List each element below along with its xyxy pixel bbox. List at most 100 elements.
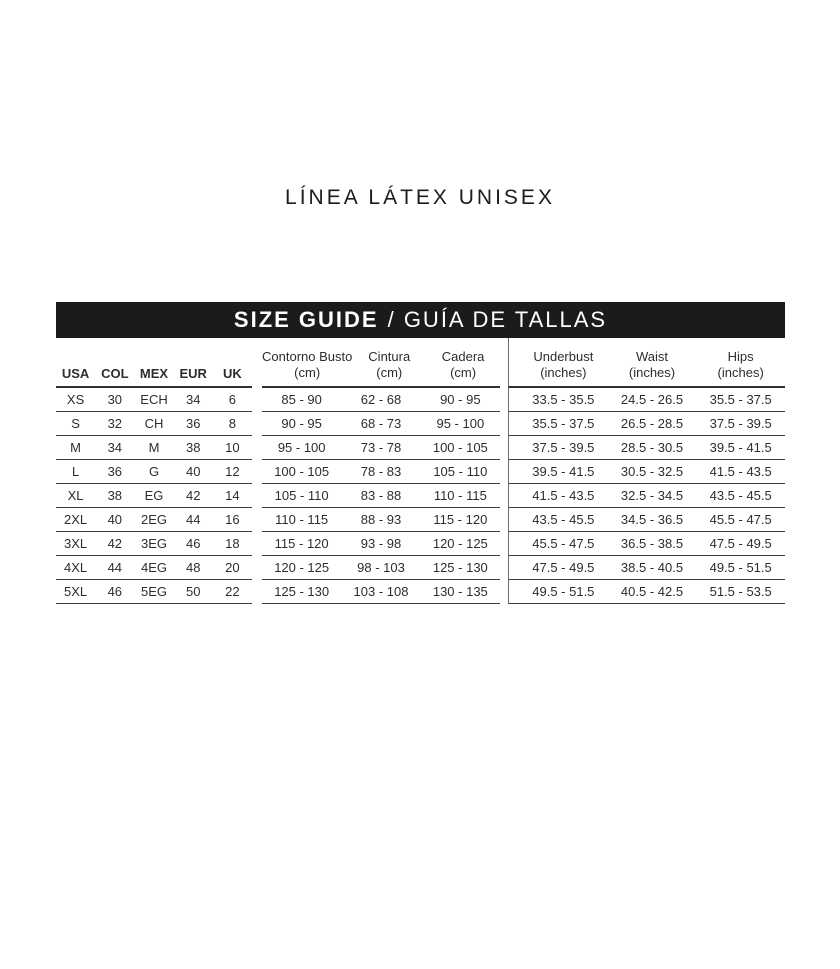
cell-hip-cm: 90 - 95 bbox=[440, 392, 481, 407]
cell-size-eur: 42 bbox=[185, 488, 201, 503]
group-gap bbox=[500, 532, 508, 556]
cell-size-mex: CH bbox=[144, 416, 164, 431]
column-header-hips: Hips (inches) bbox=[696, 338, 785, 386]
group-gap bbox=[500, 412, 508, 436]
cell-bust-cm: 125 - 130 bbox=[274, 584, 330, 599]
cell-bust-cm: 105 - 110 bbox=[274, 488, 329, 503]
cell-size-uk: 16 bbox=[225, 512, 240, 527]
cell-size-col: 46 bbox=[107, 584, 123, 599]
cell-hip-cm: 100 - 105 bbox=[432, 440, 488, 455]
cell-size-usa: M bbox=[70, 440, 82, 455]
cell-bust-cm: 90 - 95 bbox=[281, 416, 322, 431]
group-gap bbox=[500, 460, 508, 484]
cell-size-usa: 4XL bbox=[64, 560, 88, 575]
cell-underbust-in: 35.5 - 37.5 bbox=[532, 416, 595, 431]
cell-size-eur: 50 bbox=[185, 584, 201, 599]
cell-size-eur: 36 bbox=[185, 416, 201, 431]
cell-size-col: 38 bbox=[107, 488, 123, 503]
cell-hip-cm: 105 - 110 bbox=[433, 464, 488, 479]
cell-hips-in: 35.5 - 37.5 bbox=[709, 392, 772, 407]
column-header-unit: (inches) bbox=[540, 365, 587, 380]
row-group-inches: 37.5 - 39.5 28.5 - 30.5 39.5 - 41.5 bbox=[508, 436, 785, 460]
cell-bust-cm: 120 - 125 bbox=[274, 560, 330, 575]
cell-size-col: 44 bbox=[107, 560, 123, 575]
row-group-cm: 95 - 100 73 - 78 100 - 105 bbox=[262, 436, 500, 460]
cell-size-mex: G bbox=[148, 464, 160, 479]
group-gap bbox=[500, 556, 508, 580]
cell-size-mex: 4EG bbox=[141, 560, 168, 575]
row-group-cm: 125 - 130 103 - 108 130 - 135 bbox=[262, 580, 500, 604]
row-group-inches: 33.5 - 35.5 24.5 - 26.5 35.5 - 37.5 bbox=[508, 388, 785, 412]
table-row-3xl: 3XL 42 3EG 46 18 115 - 120 93 - 98 120 -… bbox=[56, 532, 785, 556]
table-row-5xl: 5XL 46 5EG 50 22 125 - 130 103 - 108 130… bbox=[56, 580, 785, 604]
column-header-label: Contorno Busto bbox=[262, 349, 353, 364]
cell-waist-in: 28.5 - 30.5 bbox=[620, 440, 684, 455]
cell-underbust-in: 39.5 - 41.5 bbox=[532, 464, 595, 479]
table-row-4xl: 4XL 44 4EG 48 20 120 - 125 98 - 103 125 … bbox=[56, 556, 785, 580]
cell-size-mex: 3EG bbox=[141, 536, 168, 551]
cell-waist-in: 26.5 - 28.5 bbox=[620, 416, 684, 431]
group-gap bbox=[252, 580, 262, 604]
cell-size-mex: ECH bbox=[140, 392, 168, 407]
cell-bust-cm: 100 - 105 bbox=[274, 464, 330, 479]
table-row-m: M 34 M 38 10 95 - 100 73 - 78 100 - 105 … bbox=[56, 436, 785, 460]
cell-hip-cm: 110 - 115 bbox=[433, 488, 487, 503]
group-gap bbox=[500, 508, 508, 532]
header-group-sizes: USA COL MEX EUR UK bbox=[56, 338, 252, 388]
group-gap bbox=[252, 338, 262, 388]
row-group-inches: 47.5 - 49.5 38.5 - 40.5 49.5 - 51.5 bbox=[508, 556, 785, 580]
cell-waist-in: 34.5 - 36.5 bbox=[620, 512, 684, 527]
group-gap bbox=[252, 388, 262, 412]
cell-size-usa: 3XL bbox=[64, 536, 88, 551]
row-group-cm: 90 - 95 68 - 73 95 - 100 bbox=[262, 412, 500, 436]
cell-hips-in: 43.5 - 45.5 bbox=[709, 488, 772, 503]
cell-waist-in: 40.5 - 42.5 bbox=[620, 584, 684, 599]
cell-hips-in: 37.5 - 39.5 bbox=[709, 416, 772, 431]
cell-size-usa: S bbox=[71, 416, 80, 431]
cell-waist-cm: 103 - 108 bbox=[353, 584, 409, 599]
column-header-label: Hips bbox=[727, 349, 754, 364]
cell-waist-cm: 68 - 73 bbox=[360, 416, 402, 431]
row-group-sizes: 2XL 40 2EG 44 16 bbox=[56, 508, 252, 532]
cell-size-usa: XS bbox=[66, 392, 85, 407]
column-header-unit: (cm) bbox=[376, 365, 403, 380]
group-gap bbox=[500, 484, 508, 508]
cell-waist-in: 30.5 - 32.5 bbox=[620, 464, 684, 479]
cell-size-mex: 2EG bbox=[141, 512, 168, 527]
banner-title-es: / GUÍA DE TALLAS bbox=[387, 307, 608, 332]
row-group-sizes: 3XL 42 3EG 46 18 bbox=[56, 532, 252, 556]
header-group-inches: Underbust (inches) Waist (inches) Hips (… bbox=[508, 338, 785, 388]
cell-bust-cm: 110 - 115 bbox=[275, 512, 329, 527]
group-gap bbox=[252, 436, 262, 460]
cell-size-usa: L bbox=[71, 464, 80, 479]
table-row-xl: XL 38 EG 42 14 105 - 110 83 - 88 110 - 1… bbox=[56, 484, 785, 508]
cell-waist-in: 38.5 - 40.5 bbox=[620, 560, 684, 575]
cell-bust-cm: 115 - 120 bbox=[274, 536, 329, 551]
cell-bust-cm: 95 - 100 bbox=[277, 440, 326, 455]
row-group-inches: 39.5 - 41.5 30.5 - 32.5 41.5 - 43.5 bbox=[508, 460, 785, 484]
cell-size-usa: 5XL bbox=[64, 584, 88, 599]
table-row-xs: XS 30 ECH 34 6 85 - 90 62 - 68 90 - 95 3… bbox=[56, 388, 785, 412]
column-header-underbust: Underbust (inches) bbox=[519, 338, 608, 386]
cell-hip-cm: 115 - 120 bbox=[433, 512, 488, 527]
column-header-eur: EUR bbox=[179, 366, 207, 381]
cell-size-mex: 5EG bbox=[141, 584, 168, 599]
cell-size-eur: 38 bbox=[185, 440, 201, 455]
column-header-label: Cadera bbox=[441, 349, 485, 364]
table-header-row: USA COL MEX EUR UK Contorno Busto (cm) C… bbox=[56, 338, 785, 388]
row-group-cm: 115 - 120 93 - 98 120 - 125 bbox=[262, 532, 500, 556]
row-group-sizes: XS 30 ECH 34 6 bbox=[56, 388, 252, 412]
cell-size-usa: 2XL bbox=[64, 512, 88, 527]
row-group-cm: 105 - 110 83 - 88 110 - 115 bbox=[262, 484, 500, 508]
column-header-unit: (inches) bbox=[628, 365, 676, 380]
group-gap bbox=[252, 556, 262, 580]
cell-waist-in: 32.5 - 34.5 bbox=[620, 488, 684, 503]
cell-underbust-in: 37.5 - 39.5 bbox=[532, 440, 595, 455]
cell-size-usa: XL bbox=[67, 488, 84, 503]
group-gap bbox=[500, 580, 508, 604]
cell-size-eur: 34 bbox=[185, 392, 201, 407]
cell-waist-cm: 83 - 88 bbox=[360, 488, 402, 503]
header-group-cm: Contorno Busto (cm) Cintura (cm) Cadera … bbox=[262, 338, 500, 388]
table-row-s: S 32 CH 36 8 90 - 95 68 - 73 95 - 100 35… bbox=[56, 412, 785, 436]
cell-size-col: 42 bbox=[107, 536, 123, 551]
